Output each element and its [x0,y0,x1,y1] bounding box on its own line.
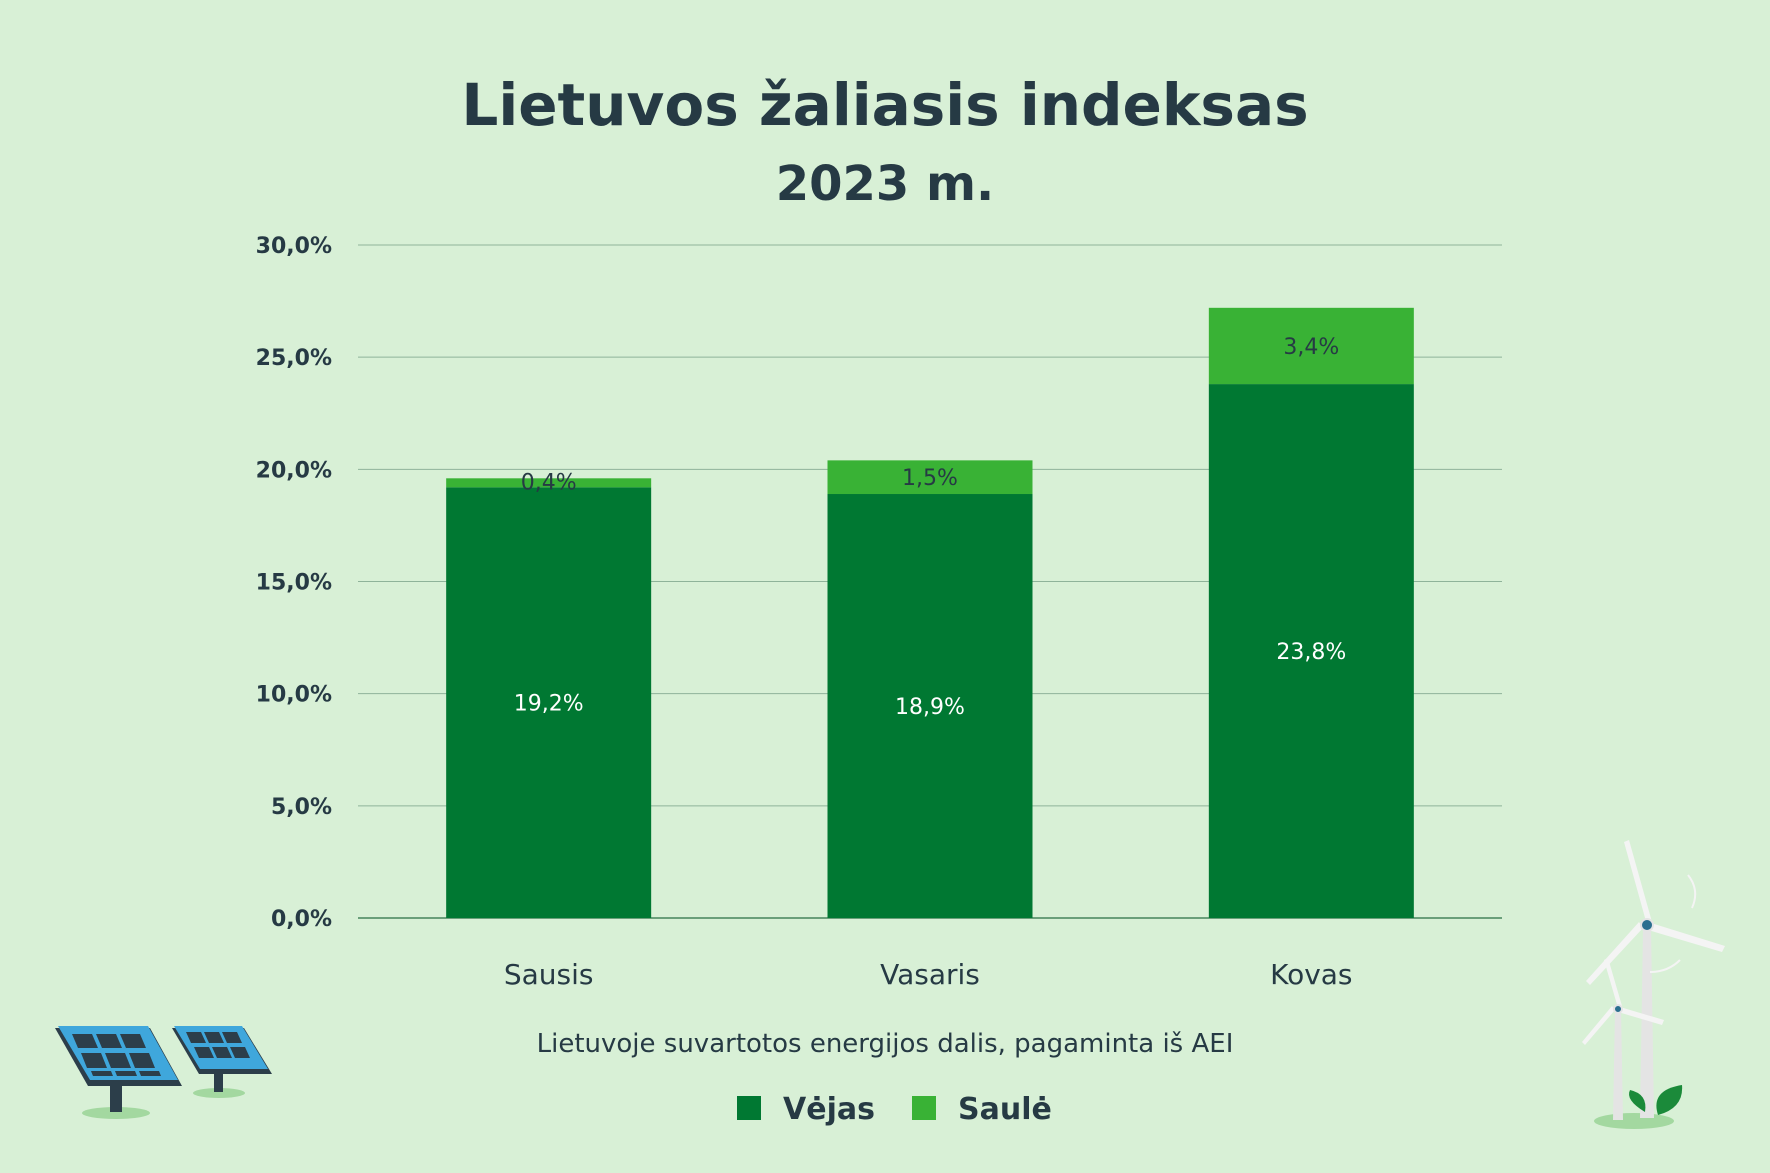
x-axis-label: Lietuvoje suvartotos energijos dalis, pa… [537,1029,1234,1059]
bar-segment [446,478,652,488]
bar-segment [446,487,652,918]
bar-segment [1208,384,1414,918]
chart-subtitle: 2023 m. [776,156,995,212]
y-axis-ticks: 0,0% 5,0% 10,0% 15,0% 20,0% 25,0% 30,0% [256,234,332,932]
data-label: 19,2% [514,692,584,717]
chart-title: Lietuvos žaliasis indeksas [461,71,1308,139]
y-tick-label: 10,0% [256,683,332,708]
data-label: 1,5% [902,466,958,491]
data-label: 3,4% [1283,335,1339,360]
legend-swatch-vejas [737,1096,761,1120]
y-tick-label: 5,0% [271,795,332,820]
data-label: 23,8% [1276,640,1346,665]
bar-segment [827,494,1033,918]
data-label: 18,9% [895,695,965,720]
y-tick-label: 25,0% [256,346,332,371]
y-tick-label: 30,0% [256,234,332,259]
x-category-label: Sausis [504,958,594,991]
bar-segment [1208,307,1414,385]
x-category-label: Kovas [1270,958,1352,991]
y-tick-label: 20,0% [256,458,332,483]
x-axis-categories: Sausis Vasaris Kovas [504,958,1353,991]
bars: 19,2% 0,4% 18,9% 1,5% 23,8% 3,4% [446,307,1414,918]
legend-label-saule: Saulė [958,1092,1052,1127]
legend: Vėjas Saulė [737,1092,1052,1127]
solar-panel-icon [55,1026,182,1119]
wind-turbine-icon [1582,840,1725,1129]
solar-panel-icon [172,1026,272,1098]
y-tick-label: 0,0% [271,907,332,932]
y-tick-label: 15,0% [256,571,332,596]
legend-label-vejas: Vėjas [783,1092,875,1127]
x-category-label: Vasaris [880,958,980,991]
data-label: 0,4% [521,470,577,495]
legend-swatch-saule [912,1096,936,1120]
bar-segment [827,460,1033,495]
